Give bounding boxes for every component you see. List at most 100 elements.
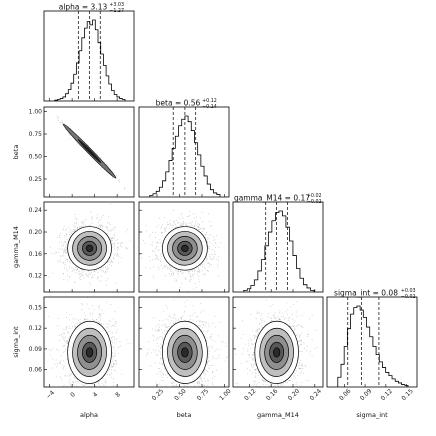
sample-point — [103, 384, 105, 386]
sample-point — [110, 239, 112, 241]
sample-point — [113, 245, 115, 247]
sample-point — [63, 328, 65, 330]
sample-point — [111, 340, 113, 342]
sample-point — [76, 389, 77, 390]
sample-point — [207, 238, 209, 240]
sample-point — [111, 177, 113, 179]
sample-point — [149, 267, 151, 269]
sample-point — [111, 372, 113, 374]
sample-point — [113, 318, 115, 320]
sample-point — [156, 242, 158, 244]
sample-point — [58, 251, 60, 253]
sample-point — [110, 337, 112, 339]
sample-point — [84, 224, 86, 226]
sample-point — [156, 246, 158, 248]
sample-point — [159, 261, 161, 263]
sample-point — [118, 248, 120, 250]
sample-point — [109, 230, 111, 232]
sample-point — [99, 323, 101, 325]
sample-point — [192, 221, 194, 223]
sample-point — [182, 222, 184, 224]
sample-point — [73, 225, 75, 227]
sample-point — [75, 377, 77, 379]
sample-point — [97, 217, 99, 219]
sample-point — [112, 324, 114, 326]
sample-point — [107, 268, 109, 270]
sample-point — [111, 355, 113, 357]
sample-point — [109, 224, 111, 226]
sample-point — [206, 269, 208, 271]
sample-point — [176, 226, 178, 228]
sample-point — [89, 273, 91, 275]
sample-point — [199, 217, 201, 219]
sample-point — [65, 341, 67, 343]
sample-point — [78, 402, 79, 403]
sample-point — [194, 222, 196, 224]
sample-point — [99, 385, 101, 387]
sample-point — [114, 355, 116, 357]
sample-point — [112, 358, 114, 360]
sample-point — [63, 235, 65, 237]
sample-point — [63, 225, 65, 227]
sample-point — [80, 388, 81, 389]
sample-point — [182, 224, 184, 226]
sample-point — [63, 244, 65, 246]
sample-point — [85, 383, 87, 385]
sample-point — [211, 225, 213, 227]
sample-point — [82, 320, 84, 322]
sample-point — [63, 255, 65, 257]
sample-point — [172, 209, 174, 211]
sample-point — [189, 214, 191, 216]
sample-point — [89, 225, 91, 227]
sample-point — [110, 374, 112, 376]
sample-point — [207, 271, 209, 273]
sample-point — [63, 242, 65, 244]
sample-point — [113, 338, 115, 340]
sample-point — [109, 404, 110, 405]
sample-point — [100, 280, 102, 282]
sample-point — [127, 342, 129, 344]
sample-point — [113, 171, 115, 173]
sample-point — [65, 327, 67, 329]
sample-point — [76, 390, 77, 391]
sample-point — [206, 258, 208, 260]
sample-point — [114, 320, 116, 322]
sample-point — [74, 229, 76, 231]
sample-point — [100, 315, 102, 317]
y-tick-label: 0.50 — [29, 154, 43, 161]
sample-point — [210, 225, 212, 227]
sample-point — [115, 360, 117, 362]
sample-point — [93, 383, 95, 385]
sample-point — [103, 385, 105, 387]
sample-point — [211, 258, 213, 260]
sample-point — [206, 231, 208, 233]
sample-point — [118, 346, 120, 348]
sample-point — [172, 271, 174, 273]
sample-point — [52, 348, 54, 350]
sample-point — [64, 249, 66, 251]
sample-point — [150, 234, 152, 236]
sample-point — [104, 271, 106, 273]
sample-point — [99, 268, 101, 270]
sample-point — [201, 270, 203, 272]
sample-point — [113, 244, 115, 246]
sample-point — [114, 342, 116, 344]
sample-point — [112, 381, 114, 383]
sample-point — [74, 381, 76, 383]
sample-point — [164, 264, 166, 266]
sample-point — [161, 255, 163, 257]
sample-point — [117, 262, 119, 264]
sample-point — [107, 261, 109, 263]
histogram-gamma_M14 — [243, 210, 315, 292]
sample-point — [59, 237, 61, 239]
sample-point — [81, 303, 83, 305]
sample-point — [159, 239, 161, 241]
sample-point — [109, 203, 111, 205]
sample-point — [112, 261, 114, 263]
sample-point — [113, 365, 115, 367]
sample-point — [211, 249, 213, 251]
sample-point — [88, 273, 90, 275]
sample-point — [65, 236, 67, 238]
sample-point — [75, 272, 77, 274]
sample-point — [199, 228, 201, 230]
